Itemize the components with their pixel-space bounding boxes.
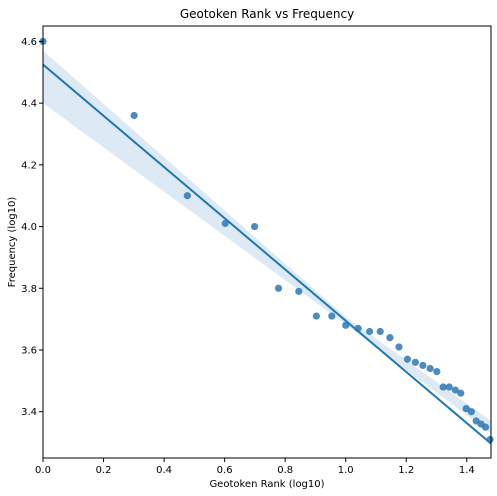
y-tick-label: 4.2 bbox=[21, 160, 37, 171]
y-tick-label: 3.4 bbox=[21, 407, 37, 418]
data-point bbox=[451, 386, 459, 394]
y-tick-label: 3.6 bbox=[21, 346, 37, 357]
x-axis: 0.0 0.2 0.4 0.6 0.8 1.0 1.2 1.4 bbox=[35, 458, 475, 476]
data-point bbox=[486, 435, 494, 444]
data-point bbox=[354, 324, 362, 332]
x-tick-label: 0.6 bbox=[217, 465, 233, 476]
plot-area bbox=[39, 25, 494, 459]
data-point bbox=[395, 343, 403, 351]
data-point bbox=[312, 312, 320, 320]
data-point bbox=[433, 368, 441, 376]
y-axis-label: Frequency (log10) bbox=[7, 197, 18, 288]
x-tick-label: 1.0 bbox=[338, 465, 354, 476]
y-tick-label: 3.8 bbox=[21, 284, 37, 295]
data-point bbox=[295, 287, 303, 295]
data-point bbox=[274, 284, 283, 292]
x-tick-label: 0.8 bbox=[277, 465, 293, 476]
x-tick-label: 0.4 bbox=[156, 465, 172, 476]
data-point bbox=[481, 423, 490, 431]
x-tick-label: 0.2 bbox=[96, 465, 112, 476]
data-point bbox=[328, 312, 336, 320]
y-axis: 3.4 3.6 3.8 4.0 4.2 4.4 4.6 bbox=[21, 37, 43, 418]
data-point bbox=[386, 334, 394, 342]
x-tick-label: 1.4 bbox=[459, 465, 475, 476]
data-point bbox=[342, 321, 350, 329]
data-point bbox=[183, 192, 191, 200]
regression-line bbox=[43, 63, 491, 445]
data-point bbox=[250, 222, 259, 231]
data-point bbox=[403, 355, 412, 363]
data-point bbox=[445, 383, 453, 391]
confidence-band bbox=[43, 50, 491, 434]
y-tick-label: 4.6 bbox=[21, 37, 37, 48]
data-point bbox=[366, 327, 374, 336]
data-point bbox=[439, 383, 447, 391]
y-tick-label: 4.0 bbox=[21, 222, 37, 233]
data-point bbox=[221, 219, 229, 228]
x-tick-label: 0.0 bbox=[35, 465, 51, 476]
data-point bbox=[426, 364, 434, 373]
data-point bbox=[411, 358, 419, 366]
data-point bbox=[130, 111, 138, 120]
plot-inner bbox=[43, 50, 491, 445]
y-tick-label: 4.4 bbox=[21, 99, 37, 110]
chart-title: Geotoken Rank vs Frequency bbox=[180, 7, 354, 21]
data-point bbox=[457, 389, 465, 397]
data-point bbox=[419, 361, 427, 370]
x-tick-label: 1.2 bbox=[398, 465, 414, 476]
data-point bbox=[467, 408, 475, 416]
plot-frame bbox=[42, 25, 492, 459]
data-point bbox=[376, 327, 384, 336]
x-axis-label: Geotoken Rank (log10) bbox=[209, 479, 324, 490]
